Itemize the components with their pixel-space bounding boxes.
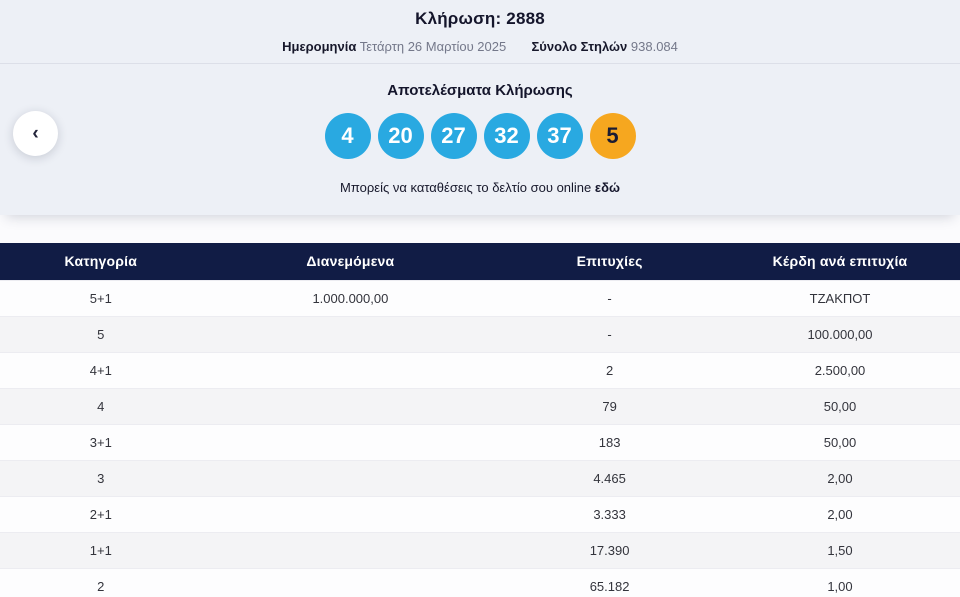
table-row: 4 79 50,00 [0, 387, 960, 424]
cell-winnings: ΤΖΑΚΠΟΤ [719, 279, 960, 316]
cell-distributed [201, 315, 500, 352]
ball-value: 20 [388, 123, 413, 148]
winning-number-ball: 37 [536, 113, 583, 159]
cell-category: 3+1 [0, 423, 202, 460]
cell-winners: 183 [499, 423, 720, 460]
cell-winners: 4.465 [499, 459, 720, 496]
draw-results: Αποτελέσματα Κλήρωσης 4 20 27 32 37 5 Μπ… [0, 82, 960, 195]
ball-value: 32 [494, 123, 519, 148]
header-distributed: Διανεμόμενα [201, 243, 500, 280]
table-row: 2+1 3.333 2,00 [0, 495, 960, 532]
cta-text: Μπορείς να καταθέσεις το δελτίο σου onli… [340, 180, 592, 195]
cell-winnings: 2.500,00 [719, 351, 960, 388]
table-header-row: Κατηγορία Διανεμόμενα Επιτυχίες Κέρδη αν… [0, 243, 960, 280]
cell-distributed [201, 567, 500, 597]
cell-distributed [201, 387, 500, 424]
ball-value: 5 [606, 123, 619, 148]
ball-value: 4 [341, 123, 354, 148]
header-divider [0, 63, 960, 64]
draw-header: Κλήρωση: 2888 Ημερομηνία Τετάρτη 26 Μαρτ… [0, 0, 960, 64]
draw-panel: Κλήρωση: 2888 Ημερομηνία Τετάρτη 26 Μαρτ… [0, 0, 960, 215]
cell-category: 2+1 [0, 495, 202, 532]
cell-distributed [201, 351, 500, 388]
winning-number-ball: 4 [324, 113, 371, 159]
cell-winnings: 1,00 [719, 567, 960, 597]
winning-number-ball: 27 [430, 113, 477, 159]
table-row: 3 4.465 2,00 [0, 459, 960, 496]
cell-winnings: 100.000,00 [719, 315, 960, 352]
ball-value: 27 [441, 123, 466, 148]
cell-distributed: 1.000.000,00 [201, 279, 500, 316]
prize-table: Κατηγορία Διανεμόμενα Επιτυχίες Κέρδη αν… [0, 243, 960, 597]
columns-value: 938.084 [630, 39, 678, 54]
cell-winners: 3.333 [499, 495, 720, 532]
table-row: 5+1 1.000.000,00 - ΤΖΑΚΠΟΤ [0, 279, 960, 316]
cell-category: 4 [0, 387, 202, 424]
cell-winnings: 50,00 [719, 387, 960, 424]
cell-distributed [201, 459, 500, 496]
cell-winnings: 2,00 [719, 495, 960, 532]
cell-category: 5+1 [0, 279, 202, 316]
date-label: Ημερομηνία [282, 39, 357, 54]
cell-distributed [201, 423, 500, 460]
draw-title: Κλήρωση: 2888 [415, 9, 545, 28]
cell-category: 3 [0, 459, 202, 496]
table-row: 4+1 2 2.500,00 [0, 351, 960, 388]
chevron-left-icon: ‹ [32, 123, 39, 144]
table-row: 5 - 100.000,00 [0, 315, 960, 352]
columns-label: Σύνολο Στηλών [531, 39, 628, 54]
ball-value: 37 [547, 123, 572, 148]
cell-category: 1+1 [0, 531, 202, 568]
date-value: Τετάρτη 26 Μαρτίου 2025 [359, 39, 507, 54]
cell-distributed [201, 531, 500, 568]
header-winnings-per-win: Κέρδη ανά επιτυχία [719, 243, 960, 280]
previous-draw-button[interactable]: ‹ [13, 111, 58, 156]
winning-numbers: 4 20 27 32 37 5 [0, 113, 960, 159]
cell-winners: 65.182 [499, 567, 720, 597]
cell-winners: 17.390 [499, 531, 720, 568]
cell-winners: - [499, 315, 720, 352]
cta-here-link[interactable]: εδώ [594, 180, 620, 195]
section-gap [0, 215, 960, 243]
table-row: 3+1 183 50,00 [0, 423, 960, 460]
cell-winnings: 50,00 [719, 423, 960, 460]
cell-winners: - [499, 279, 720, 316]
table-row: 1+1 17.390 1,50 [0, 531, 960, 568]
submit-ticket-cta: Μπορείς να καταθέσεις το δελτίο σου onli… [0, 180, 960, 195]
draw-meta: Ημερομηνία Τετάρτη 26 Μαρτίου 2025 Σύνολ… [0, 39, 960, 54]
cell-category: 5 [0, 315, 202, 352]
cell-winners: 79 [499, 387, 720, 424]
cell-category: 2 [0, 567, 202, 597]
table-row: 2 65.182 1,00 [0, 567, 960, 597]
cell-category: 4+1 [0, 351, 202, 388]
joker-number-ball: 5 [589, 113, 636, 159]
header-winners: Επιτυχίες [499, 243, 720, 280]
header-category: Κατηγορία [0, 243, 202, 280]
cell-winnings: 1,50 [719, 531, 960, 568]
cell-winnings: 2,00 [719, 459, 960, 496]
cell-distributed [201, 495, 500, 532]
winning-number-ball: 32 [483, 113, 530, 159]
results-title: Αποτελέσματα Κλήρωσης [387, 82, 573, 99]
winning-number-ball: 20 [377, 113, 424, 159]
cell-winners: 2 [499, 351, 720, 388]
